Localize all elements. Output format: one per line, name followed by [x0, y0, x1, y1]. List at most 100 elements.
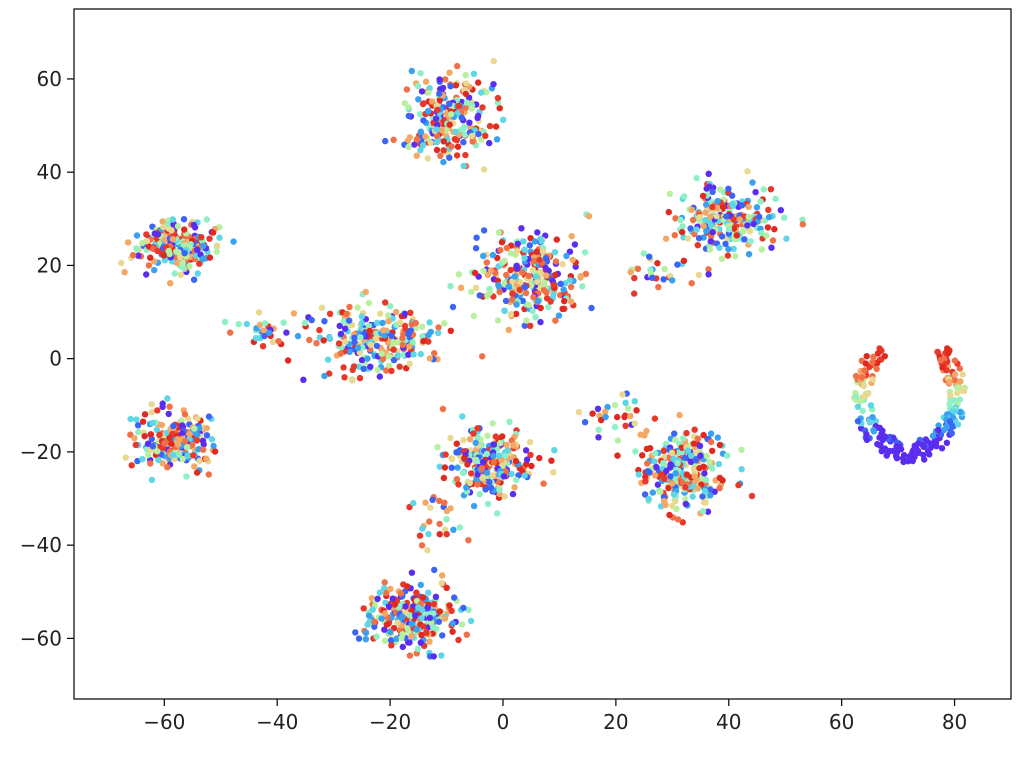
data-point — [745, 251, 753, 258]
data-point — [536, 454, 543, 462]
data-point — [406, 639, 413, 646]
data-point — [154, 407, 161, 414]
data-point — [861, 367, 868, 374]
data-point — [566, 277, 574, 284]
data-point — [390, 346, 397, 353]
data-point — [532, 273, 540, 280]
data-point — [719, 477, 726, 484]
data-point — [922, 436, 929, 443]
data-point — [585, 213, 593, 220]
data-point — [466, 479, 474, 487]
data-point — [696, 213, 703, 221]
data-point — [321, 318, 328, 325]
plot-frame — [73, 8, 1012, 700]
data-point — [764, 224, 772, 231]
data-point — [957, 409, 964, 416]
data-point — [401, 322, 409, 330]
data-point — [385, 603, 393, 610]
data-point — [160, 252, 167, 259]
data-point — [118, 259, 125, 267]
data-point — [484, 271, 491, 279]
data-point — [709, 229, 716, 236]
data-point — [595, 426, 602, 433]
data-point — [149, 419, 156, 427]
data-point — [446, 121, 453, 128]
data-point — [346, 317, 353, 324]
data-point — [694, 435, 702, 442]
data-point — [148, 401, 155, 408]
data-point — [528, 462, 535, 470]
data-point — [381, 610, 389, 617]
data-point — [144, 440, 152, 447]
data-point — [663, 467, 670, 475]
data-point — [381, 579, 388, 586]
data-point — [540, 480, 547, 487]
data-point — [869, 358, 876, 366]
data-point — [420, 338, 427, 345]
data-point — [509, 296, 516, 303]
data-point — [446, 100, 453, 108]
data-point — [316, 326, 323, 334]
data-point — [166, 403, 173, 410]
data-point — [414, 645, 422, 653]
data-point — [181, 226, 188, 233]
data-point — [946, 400, 953, 408]
data-point — [602, 413, 609, 421]
data-point — [508, 470, 515, 478]
data-point — [205, 471, 212, 478]
data-point — [707, 238, 714, 245]
data-point — [475, 79, 482, 86]
data-point — [472, 284, 480, 292]
data-point — [760, 186, 767, 193]
data-point — [173, 248, 180, 255]
data-point — [503, 271, 510, 279]
data-point — [951, 371, 959, 378]
data-point — [490, 452, 497, 460]
data-point — [735, 481, 742, 489]
data-point — [508, 437, 515, 444]
data-point — [509, 290, 516, 297]
data-point — [190, 221, 198, 229]
data-point — [252, 334, 260, 342]
data-point — [415, 96, 422, 103]
data-point — [194, 246, 201, 253]
data-point — [946, 347, 953, 354]
data-point — [745, 203, 752, 210]
data-point — [514, 240, 521, 247]
data-point — [199, 437, 207, 444]
data-point — [455, 481, 462, 488]
data-point — [479, 104, 486, 111]
data-point — [181, 411, 189, 418]
data-point — [466, 436, 474, 443]
data-point — [406, 343, 413, 350]
data-point — [728, 192, 736, 199]
data-point — [147, 460, 154, 467]
data-point — [460, 604, 467, 612]
data-point — [139, 239, 146, 247]
data-point — [523, 456, 531, 463]
data-point — [404, 583, 411, 590]
data-point — [183, 444, 191, 451]
data-point — [534, 229, 541, 236]
data-point — [169, 236, 177, 243]
data-point — [781, 214, 788, 221]
data-point — [441, 464, 449, 471]
data-point — [634, 265, 642, 273]
data-point — [406, 360, 413, 367]
x-tick-label: 20 — [603, 710, 628, 734]
data-point — [143, 271, 150, 278]
data-point — [381, 584, 388, 592]
data-point — [495, 229, 503, 236]
data-point — [738, 466, 745, 473]
data-point — [191, 463, 198, 470]
data-point — [452, 82, 460, 89]
data-point — [915, 440, 922, 447]
data-point — [769, 237, 777, 244]
data-point — [669, 277, 676, 284]
data-point — [521, 246, 528, 253]
data-point — [604, 403, 611, 411]
data-point — [765, 206, 772, 214]
data-point — [449, 303, 457, 311]
data-point — [399, 631, 406, 638]
